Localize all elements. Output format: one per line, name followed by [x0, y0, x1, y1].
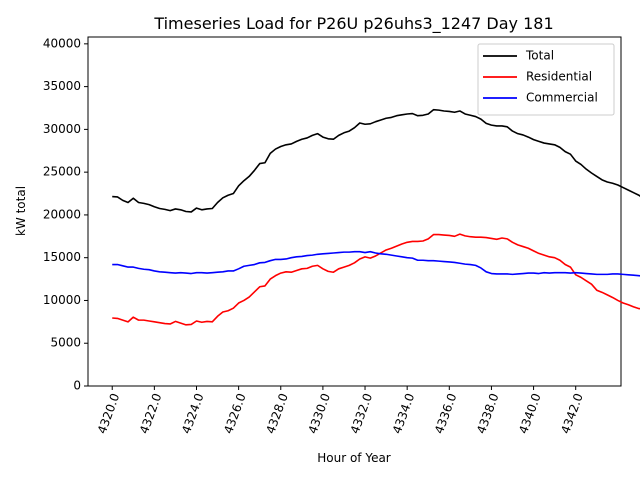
y-tick-label: 20000 — [43, 207, 81, 221]
y-tick-label: 15000 — [43, 250, 81, 264]
y-tick-label: 0 — [73, 379, 81, 393]
y-tick-label: 25000 — [43, 165, 81, 179]
plot-area — [87, 36, 622, 387]
y-tick-label: 40000 — [43, 36, 81, 50]
y-tick-label: 35000 — [43, 79, 81, 93]
legend: Total Residential Commercial — [477, 43, 615, 116]
chart-title: Timeseries Load for P26U p26uhs3_1247 Da… — [153, 14, 553, 34]
series-line-total — [112, 108, 640, 213]
y-tick-label: 10000 — [43, 293, 81, 307]
plot-frame — [87, 36, 622, 387]
y-axis-label: kW total — [14, 186, 28, 236]
series-line-residential — [112, 233, 640, 326]
legend-label-total: Total — [525, 49, 554, 63]
y-axis: 0 5000 10000 15000 20000 25000 30000 35000 40000 — [43, 36, 88, 393]
y-tick-label: 30000 — [43, 122, 81, 136]
series-lines — [112, 108, 640, 326]
y-tick-label: 5000 — [50, 336, 81, 350]
legend-label-residential: Residential — [526, 70, 592, 84]
series-line-commercial — [112, 250, 640, 277]
x-axis-label: Hour of Year — [317, 451, 391, 465]
legend-label-commercial: Commercial — [526, 91, 598, 105]
